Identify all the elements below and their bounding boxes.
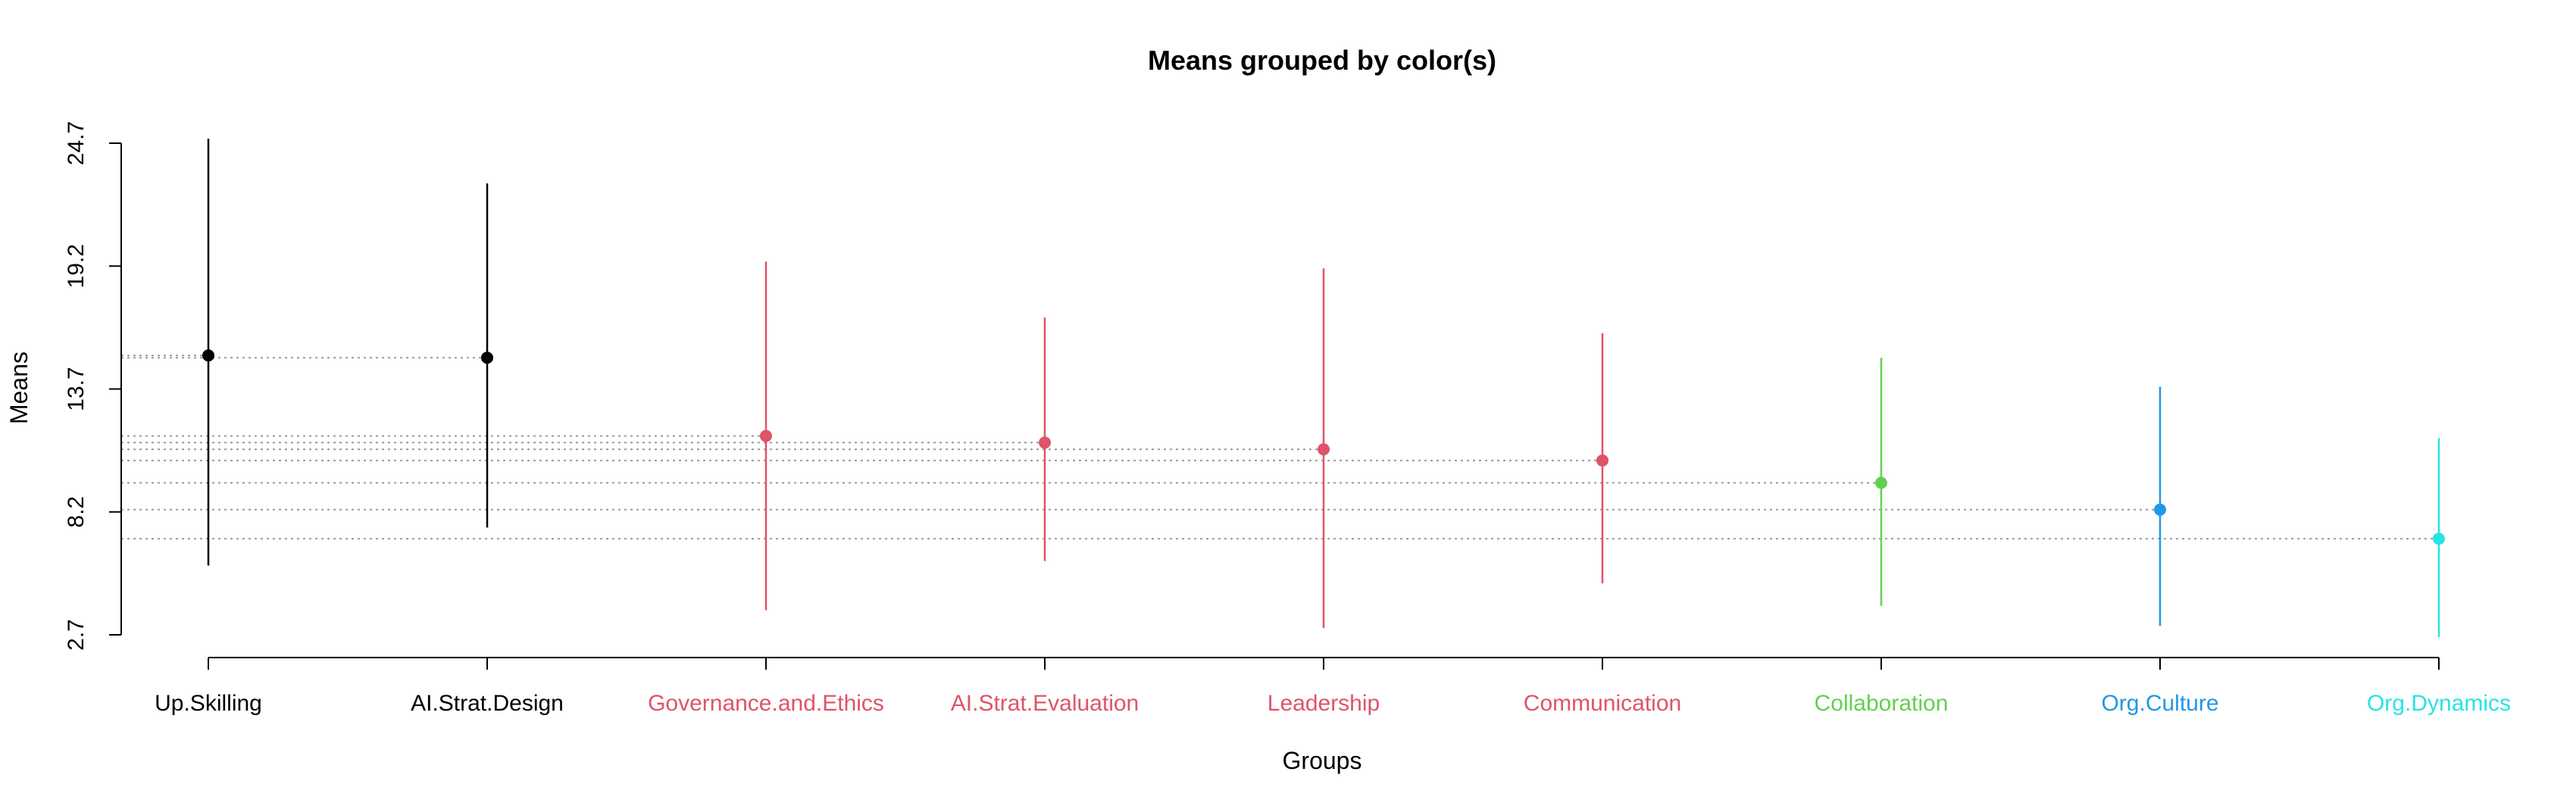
y-tick-label: 13.7 — [64, 367, 89, 411]
x-tick-label: AI.Strat.Evaluation — [951, 691, 1139, 716]
mean-point — [2154, 503, 2166, 516]
y-tick-label: 2.7 — [64, 619, 89, 651]
mean-point — [1318, 443, 1330, 456]
x-tick-label: Leadership — [1268, 691, 1380, 716]
y-axis: 2.7 8.2 13.7 19.2 24.7 — [64, 121, 122, 651]
reference-lines — [121, 355, 2439, 540]
x-tick-label: AI.Strat.Design — [411, 691, 564, 716]
y-tick-label: 19.2 — [64, 244, 89, 288]
mean-point — [202, 349, 214, 362]
x-tick-label: Org.Culture — [2101, 691, 2218, 716]
mean-point — [1039, 436, 1051, 449]
mean-point — [760, 430, 772, 442]
x-tick-label: Collaboration — [1815, 691, 1949, 716]
mean-point — [1596, 454, 1608, 467]
chart-title: Means grouped by color(s) — [1148, 45, 1496, 76]
data-marks — [202, 139, 2445, 637]
x-axis: Up.Skilling AI.Strat.Design Governance.and… — [155, 657, 2511, 716]
y-axis-title: Means — [5, 352, 33, 424]
mean-point — [1875, 476, 1887, 489]
y-tick-label: 24.7 — [64, 121, 89, 165]
x-tick-label: Communication — [1524, 691, 1681, 716]
mean-point — [481, 352, 493, 364]
mean-point — [2433, 533, 2445, 545]
x-tick-label: Org.Dynamics — [2367, 691, 2511, 716]
x-tick-label: Up.Skilling — [155, 691, 262, 716]
x-axis-title: Groups — [1283, 747, 1362, 774]
y-tick-label: 8.2 — [64, 496, 89, 528]
x-tick-label: Governance.and.Ethics — [648, 691, 884, 716]
